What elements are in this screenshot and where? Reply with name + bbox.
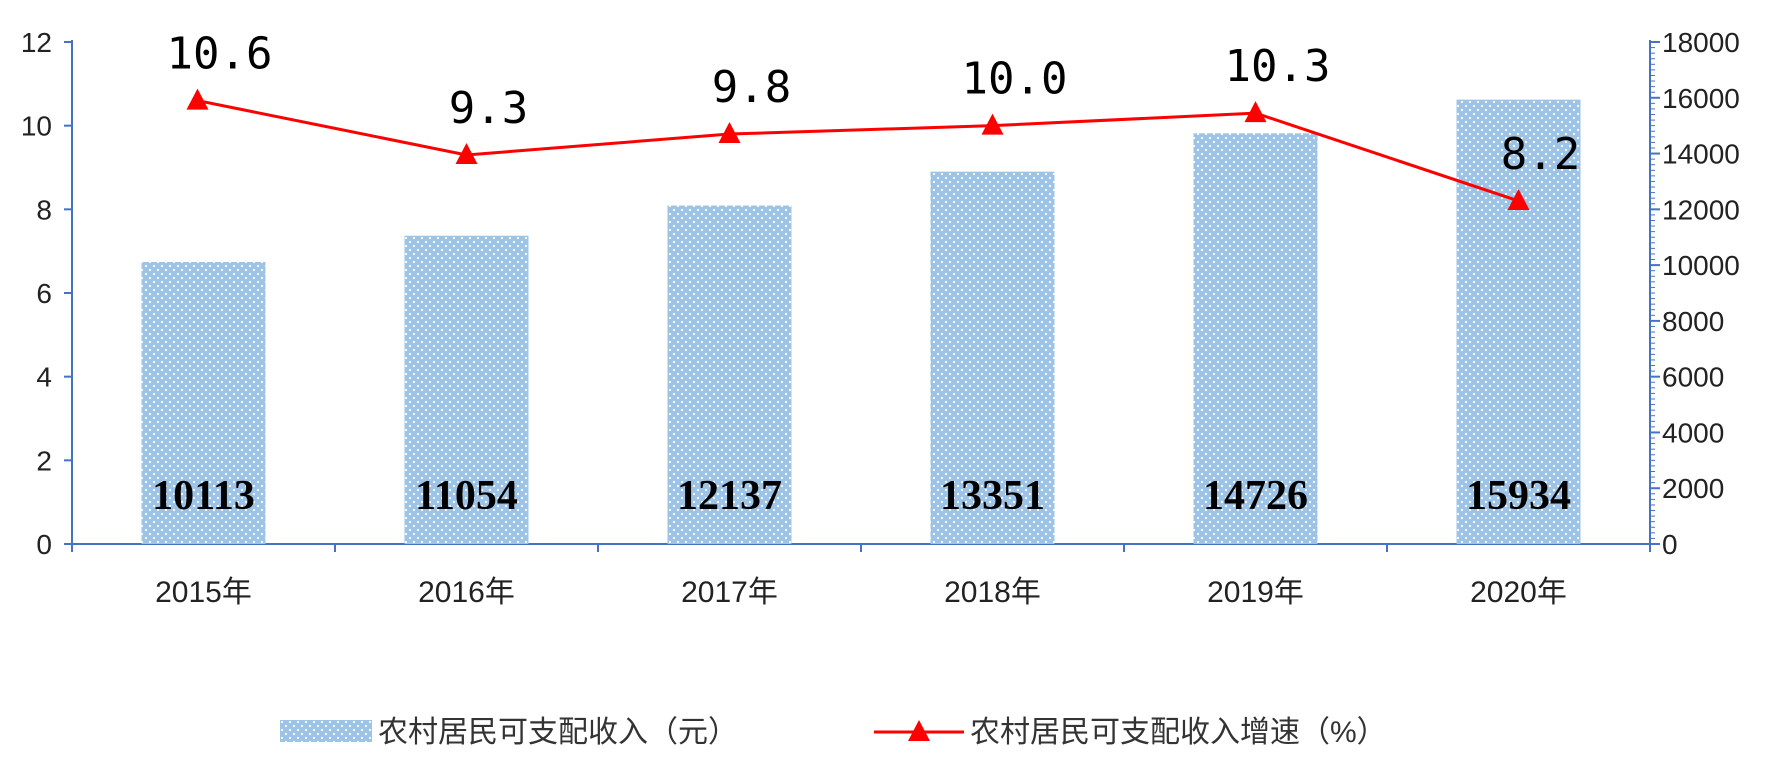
right-axis-tick-label: 10000: [1662, 250, 1740, 281]
right-axis-tick-label: 14000: [1662, 139, 1740, 170]
x-axis-category-label: 2018年: [944, 576, 1041, 609]
growth-rate-marker: [1507, 188, 1530, 210]
right-axis-tick-label: 6000: [1662, 362, 1724, 393]
growth-rate-marker: [186, 88, 209, 110]
income-bar: [1456, 99, 1581, 545]
legend-bar-swatch: [280, 720, 372, 742]
bar-value-label: 13351: [940, 473, 1045, 519]
growth-rate-marker: [981, 113, 1004, 135]
labels-group: 10113 11054 12137 13351 14726 15934 10.6 9.3 9.8…: [152, 29, 1580, 519]
growth-rate-label: 8.2: [1501, 129, 1580, 180]
left-axis-tick-label: 2: [36, 445, 52, 476]
growth-rate-label: 9.8: [712, 62, 791, 113]
legend-line-label: 农村居民可支配收入增速（%）: [970, 716, 1387, 749]
right-axis-tick-label: 0: [1662, 529, 1678, 560]
right-axis-tick-label: 12000: [1662, 194, 1740, 225]
legend-triangle-icon: [908, 720, 930, 741]
income-bar: [404, 235, 529, 544]
legend-bar-label: 农村居民可支配收入（元）: [378, 716, 738, 749]
axes-group: 0 2 4 6 8 10 12 0 2000 4000 6000 8000 10000 12000 1400…: [21, 27, 1740, 609]
line-group: [186, 88, 1530, 210]
income-bar: [930, 171, 1055, 544]
bar-value-label: 12137: [677, 473, 782, 519]
right-axis-tick-label: 2000: [1662, 473, 1724, 504]
legend: 农村居民可支配收入（元） 农村居民可支配收入增速（%）: [280, 716, 1387, 749]
left-axis-tick-label: 4: [36, 362, 52, 393]
bar-value-label: 11054: [415, 473, 518, 519]
right-axis-tick-label: 8000: [1662, 306, 1724, 337]
right-axis-tick-label: 4000: [1662, 417, 1724, 448]
right-axis-tick-label: 16000: [1662, 83, 1740, 114]
growth-rate-marker: [1244, 101, 1267, 123]
growth-rate-marker: [718, 122, 741, 144]
income-bar: [1193, 133, 1318, 544]
left-axis-tick-label: 6: [36, 278, 52, 309]
bar-value-label: 10113: [152, 473, 255, 519]
left-axis-tick-label: 0: [36, 529, 52, 560]
growth-rate-label: 10.0: [962, 54, 1068, 105]
x-axis-category-label: 2019年: [1207, 576, 1304, 609]
growth-rate-label: 10.6: [167, 29, 273, 80]
income-bar: [667, 205, 792, 544]
left-axis-tick-label: 10: [21, 111, 52, 142]
growth-rate-marker: [455, 142, 478, 164]
x-axis-category-label: 2017年: [681, 576, 778, 609]
right-axis-tick-label: 18000: [1662, 27, 1740, 58]
income-bar: [141, 261, 266, 544]
growth-rate-line: [197, 99, 1519, 203]
bar-value-label: 15934: [1466, 473, 1571, 519]
growth-rate-label: 10.3: [1225, 41, 1331, 92]
growth-rate-label: 9.3: [449, 83, 528, 134]
x-axis-category-label: 2016年: [418, 576, 515, 609]
x-axis-category-label: 2020年: [1470, 576, 1567, 609]
bar-value-label: 14726: [1203, 473, 1308, 519]
left-axis-tick-label: 8: [36, 194, 52, 225]
x-axis-category-label: 2015年: [155, 576, 252, 609]
left-axis-tick-label: 12: [21, 27, 52, 58]
bars-group: [141, 99, 1581, 545]
